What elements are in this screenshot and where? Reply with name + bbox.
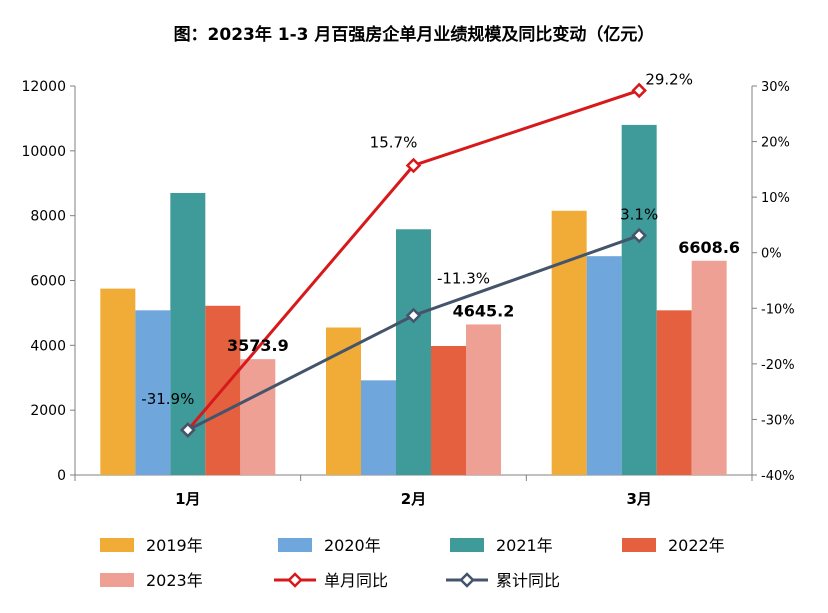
legend-label: 2021年 <box>496 536 553 555</box>
legend-label: 2020年 <box>324 536 381 555</box>
marker-累计同比 <box>180 422 196 438</box>
bar-2020年 <box>361 380 396 475</box>
bar-2019年 <box>551 210 587 475</box>
x-tick-label: 1月 <box>175 490 200 508</box>
line-data-label: -11.3% <box>437 270 490 288</box>
bar-2020年 <box>135 310 171 475</box>
legend-label: 2019年 <box>146 536 203 555</box>
bar-data-label: 4645.2 <box>453 301 515 320</box>
line-data-label: -31.9% <box>141 390 194 408</box>
bar-2023年 <box>691 260 727 475</box>
y-right-tick-label: 0% <box>761 247 782 262</box>
axes: 0 2000 4000 6000 8000 10000 12000 -40% -30% -20% -… <box>21 79 794 508</box>
marker-单月同比 <box>405 157 422 174</box>
legend-label: 2023年 <box>146 571 203 590</box>
bar-2021年 <box>396 229 431 475</box>
marker-单月同比 <box>631 82 647 99</box>
x-tick-label: 3月 <box>626 490 651 508</box>
line-data-label: 29.2% <box>645 70 693 88</box>
y-right-tick-label: 20% <box>761 136 790 151</box>
bar-2019年 <box>100 288 136 475</box>
y-right-tick-label: -10% <box>761 302 795 317</box>
bar-2022年 <box>656 310 692 475</box>
marker-累计同比 <box>631 227 647 244</box>
legend-label: 2022年 <box>668 536 725 555</box>
bar-2020年 <box>586 256 622 475</box>
line-series <box>180 82 647 438</box>
y-left-tick-label: 0 <box>57 468 66 484</box>
y-right-tick-label: -30% <box>761 413 795 428</box>
y-right-tick-label: -20% <box>761 358 795 373</box>
y-left-tick-label: 12000 <box>21 79 66 95</box>
legend-swatch-2020年 <box>278 538 312 552</box>
bar-data-label: 3573.9 <box>227 336 289 355</box>
y-left-tick-label: 4000 <box>30 338 66 354</box>
legend-label: 累计同比 <box>496 571 560 590</box>
y-right-tick-label: 30% <box>761 80 790 95</box>
y-right-tick-label: -40% <box>761 469 795 484</box>
legend-marker-累计同比 <box>459 572 475 588</box>
line-data-label: 15.7% <box>370 133 418 151</box>
y-right-tick-label: 10% <box>761 191 790 206</box>
bar-2023年 <box>240 359 276 475</box>
bar-2021年 <box>621 124 657 476</box>
x-tick-label: 2月 <box>401 490 426 508</box>
data-labels: 3573.9 4645.2 6608.6 15.7% 29.2% -31.9% -11.3%… <box>141 70 740 408</box>
bar-2023年 <box>466 324 501 475</box>
legend-marker-单月同比 <box>287 572 303 588</box>
y-left-tick-label: 8000 <box>30 209 66 225</box>
y-left-tick-label: 6000 <box>30 274 66 290</box>
y-left-tick-label: 10000 <box>21 144 66 160</box>
legend-swatch-2022年 <box>622 538 656 552</box>
y-left-tick-label: 2000 <box>30 403 66 419</box>
marker-累计同比 <box>405 307 422 324</box>
line-data-label: 3.1% <box>620 205 658 223</box>
legend-label: 单月同比 <box>324 571 388 590</box>
bar-2022年 <box>431 345 466 475</box>
legend-swatch-2023年 <box>100 573 134 587</box>
legend: 2019年 2020年 2021年 2022年 2023年 单月同比 累计同比 <box>100 536 725 590</box>
legend-swatch-2021年 <box>450 538 484 552</box>
chart-title: 图：2023年 1-3 月百强房企单月业绩规模及同比变动（亿元） <box>174 24 655 45</box>
legend-swatch-2019年 <box>100 538 134 552</box>
bar-data-label: 6608.6 <box>678 238 740 257</box>
bar-series <box>100 124 727 476</box>
